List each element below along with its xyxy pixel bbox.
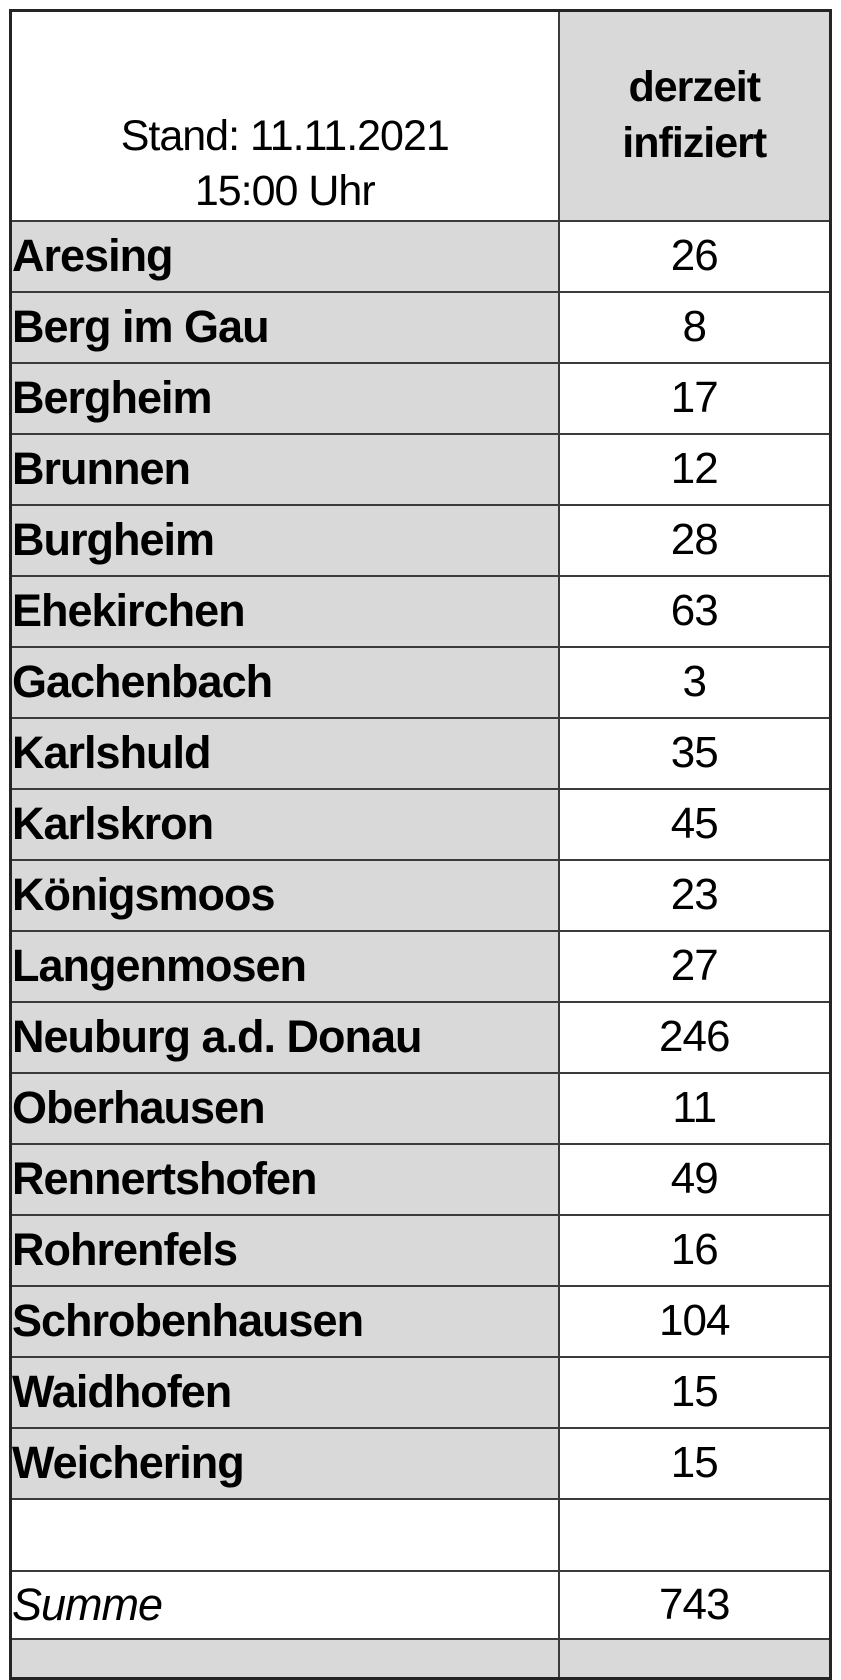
table-row: Gachenbach 3	[9, 645, 832, 719]
municipality-rows: Aresing 26 Berg im Gau 8 Bergheim 17 Bru…	[9, 219, 832, 1500]
total-value: 743	[557, 1569, 832, 1640]
stand-time-line: 15:00 Uhr	[194, 167, 376, 216]
infected-count: 35	[557, 716, 832, 790]
table-row: Rohrenfels 16	[9, 1213, 832, 1287]
infected-count: 104	[557, 1284, 832, 1358]
table-row: Rennertshofen 49	[9, 1142, 832, 1216]
spacer-cell-right	[557, 1497, 832, 1572]
stand-header-cell: Stand: 11.11.2021 15:00 Uhr	[9, 9, 560, 222]
municipality-name: Waidhofen	[9, 1355, 560, 1429]
infected-header-line1: derzeit	[628, 62, 761, 111]
infected-count: 26	[557, 219, 832, 293]
municipality-name: Rohrenfels	[9, 1213, 560, 1287]
table-row: Karlskron 45	[9, 787, 832, 861]
infected-count: 15	[557, 1355, 832, 1429]
clipped-cell-right	[557, 1637, 832, 1680]
infected-count: 28	[557, 503, 832, 577]
table-row: Ehekirchen 63	[9, 574, 832, 648]
municipality-name: Karlshuld	[9, 716, 560, 790]
municipality-name: Brunnen	[9, 432, 560, 506]
total-label: Summe	[9, 1569, 560, 1640]
municipality-name: Karlskron	[9, 787, 560, 861]
municipality-name: Weichering	[9, 1426, 560, 1500]
municipality-name: Langenmosen	[9, 929, 560, 1003]
total-row: Summe 743	[9, 1569, 832, 1640]
infected-table-image: Stand: 11.11.2021 15:00 Uhr derzeit infi…	[9, 9, 832, 1680]
table-row: Neuburg a.d. Donau 246	[9, 1000, 832, 1074]
table-row: Weichering 15	[9, 1426, 832, 1500]
municipality-name: Ehekirchen	[9, 574, 560, 648]
spacer-row	[9, 1497, 832, 1572]
municipality-name: Königsmoos	[9, 858, 560, 932]
table-row: Burgheim 28	[9, 503, 832, 577]
municipality-name: Rennertshofen	[9, 1142, 560, 1216]
infected-count: 12	[557, 432, 832, 506]
table-row: Waidhofen 15	[9, 1355, 832, 1429]
stand-date-line: Stand: 11.11.2021	[120, 112, 450, 161]
infected-count: 3	[557, 645, 832, 719]
spacer-cell-left	[9, 1497, 560, 1572]
municipality-name: Bergheim	[9, 361, 560, 435]
table-row: Brunnen 12	[9, 432, 832, 506]
municipality-name: Oberhausen	[9, 1071, 560, 1145]
table-row: Bergheim 17	[9, 361, 832, 435]
infected-header-line2: infiziert	[622, 118, 767, 167]
municipality-name: Schrobenhausen	[9, 1284, 560, 1358]
municipality-name: Gachenbach	[9, 645, 560, 719]
municipality-name: Aresing	[9, 219, 560, 293]
infected-count: 17	[557, 361, 832, 435]
table-row: Langenmosen 27	[9, 929, 832, 1003]
header-row: Stand: 11.11.2021 15:00 Uhr derzeit infi…	[9, 9, 832, 222]
infected-by-municipality-table: Stand: 11.11.2021 15:00 Uhr derzeit infi…	[9, 9, 832, 1680]
municipality-name: Berg im Gau	[9, 290, 560, 364]
clipped-partial-row	[9, 1637, 832, 1680]
footer-rows: Summe 743	[9, 1497, 832, 1680]
infected-count: 11	[557, 1071, 832, 1145]
table-row: Schrobenhausen 104	[9, 1284, 832, 1358]
table-row: Oberhausen 11	[9, 1071, 832, 1145]
infected-count: 23	[557, 858, 832, 932]
infected-count: 16	[557, 1213, 832, 1287]
infected-column-header-cell: derzeit infiziert	[557, 9, 832, 222]
municipality-name: Neuburg a.d. Donau	[9, 1000, 560, 1074]
table-row: Königsmoos 23	[9, 858, 832, 932]
infected-count: 63	[557, 574, 832, 648]
clipped-cell-left	[9, 1637, 560, 1680]
infected-count: 8	[557, 290, 832, 364]
infected-count: 45	[557, 787, 832, 861]
infected-count: 15	[557, 1426, 832, 1500]
municipality-name: Burgheim	[9, 503, 560, 577]
table-row: Berg im Gau 8	[9, 290, 832, 364]
infected-count: 27	[557, 929, 832, 1003]
table-row: Karlshuld 35	[9, 716, 832, 790]
table-row: Aresing 26	[9, 219, 832, 293]
infected-count: 246	[557, 1000, 832, 1074]
infected-count: 49	[557, 1142, 832, 1216]
